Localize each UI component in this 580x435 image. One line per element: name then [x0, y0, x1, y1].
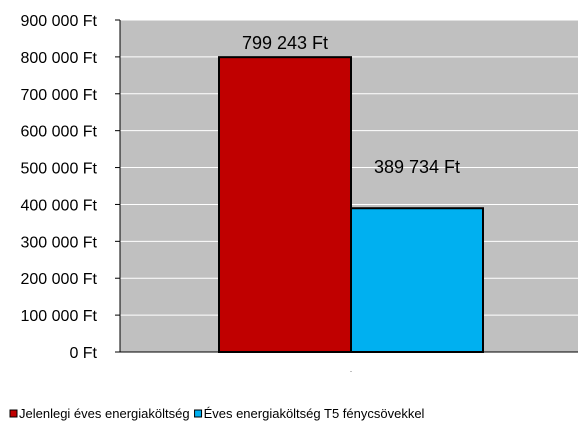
y-tick-label: 100 000 Ft [21, 308, 98, 325]
legend: Jelenlegi éves energiaköltség Éves energi… [9, 406, 425, 421]
bar-t5-cost [350, 207, 484, 353]
data-labels: 799 243 Ft 389 734 Ft [242, 33, 460, 177]
y-tick-label: 500 000 Ft [21, 161, 98, 178]
legend-swatch [9, 409, 18, 418]
legend-label: Éves energiaköltség T5 fénycsövekkel [204, 406, 425, 421]
y-tick-label: 800 000 Ft [21, 50, 98, 67]
data-label: 799 243 Ft [242, 33, 328, 53]
data-label: 389 734 Ft [374, 157, 460, 177]
y-tick-label: 200 000 Ft [21, 271, 98, 288]
y-tick-label: 400 000 Ft [21, 197, 98, 214]
bar-current-cost [218, 56, 352, 353]
y-tick-label: 300 000 Ft [21, 234, 98, 251]
y-tick-label: 600 000 Ft [21, 124, 98, 141]
legend-label: Jelenlegi éves energiaköltség [19, 406, 190, 421]
y-axis: 0 Ft 100 000 Ft 200 000 Ft 300 000 Ft 400 00… [21, 13, 578, 372]
bars [218, 56, 484, 353]
y-tick-label: 700 000 Ft [21, 87, 98, 104]
legend-swatch [194, 409, 203, 418]
y-tick-label: 900 000 Ft [21, 13, 98, 30]
y-tick-label: 0 Ft [69, 345, 97, 362]
